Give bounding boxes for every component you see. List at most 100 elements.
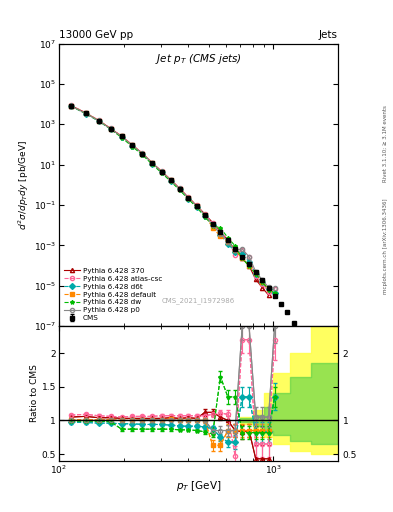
Line: Pythia 6.428 atlas-csc: Pythia 6.428 atlas-csc [69, 103, 277, 293]
Pythia 6.428 p0 [159, 168, 164, 175]
Pythia 6.428 dw [266, 286, 271, 292]
Pythia 6.428 default [226, 239, 230, 245]
Pythia 6.428 p0 [240, 246, 244, 252]
Pythia 6.428 p0 [96, 118, 101, 124]
Pythia 6.428 atlas-csc [202, 211, 207, 218]
Pythia 6.428 d6t [96, 118, 101, 124]
Pythia 6.428 dw [177, 187, 182, 193]
Pythia 6.428 default [177, 185, 182, 191]
Pythia 6.428 370 [186, 195, 191, 201]
Pythia 6.428 370 [240, 255, 244, 261]
Pythia 6.428 d6t [233, 249, 237, 255]
Pythia 6.428 atlas-csc [186, 194, 191, 200]
Pythia 6.428 d6t [119, 134, 124, 140]
Pythia 6.428 default [253, 270, 258, 276]
Pythia 6.428 atlas-csc [226, 237, 230, 243]
Pythia 6.428 dw [130, 143, 135, 150]
Pythia 6.428 atlas-csc [159, 168, 164, 174]
Pythia 6.428 dw [210, 223, 215, 229]
Pythia 6.428 default [96, 118, 101, 124]
Pythia 6.428 default [140, 151, 145, 157]
Pythia 6.428 atlas-csc [108, 125, 113, 131]
Line: Pythia 6.428 default: Pythia 6.428 default [69, 104, 271, 291]
Pythia 6.428 370 [253, 276, 258, 283]
Pythia 6.428 370 [260, 285, 264, 291]
Pythia 6.428 370 [177, 185, 182, 191]
Pythia 6.428 d6t [168, 178, 173, 184]
Pythia 6.428 dw [83, 110, 88, 116]
Pythia 6.428 370 [168, 177, 173, 183]
Pythia 6.428 d6t [140, 151, 145, 157]
Pythia 6.428 default [150, 160, 154, 166]
Pythia 6.428 dw [69, 103, 73, 109]
Pythia 6.428 370 [69, 102, 73, 109]
Pythia 6.428 d6t [83, 111, 88, 117]
Pythia 6.428 370 [150, 160, 154, 166]
Text: Jets: Jets [319, 30, 338, 40]
Pythia 6.428 dw [140, 152, 145, 158]
Line: Pythia 6.428 370: Pythia 6.428 370 [69, 103, 271, 297]
Pythia 6.428 default [186, 195, 191, 201]
X-axis label: $p_T$ [GeV]: $p_T$ [GeV] [176, 479, 221, 493]
Pythia 6.428 d6t [108, 126, 113, 132]
Pythia 6.428 370 [266, 292, 271, 298]
Pythia 6.428 atlas-csc [210, 220, 215, 226]
Pythia 6.428 atlas-csc [266, 288, 271, 294]
Pythia 6.428 370 [140, 151, 145, 157]
Pythia 6.428 atlas-csc [233, 252, 237, 258]
Pythia 6.428 dw [260, 279, 264, 285]
Pythia 6.428 atlas-csc [240, 247, 244, 253]
Pythia 6.428 default [195, 203, 199, 209]
Pythia 6.428 370 [202, 211, 207, 217]
Pythia 6.428 p0 [272, 285, 277, 291]
Pythia 6.428 atlas-csc [272, 286, 277, 292]
Pythia 6.428 atlas-csc [253, 273, 258, 279]
Pythia 6.428 p0 [150, 160, 154, 166]
Pythia 6.428 p0 [186, 195, 191, 201]
Pythia 6.428 370 [218, 229, 223, 235]
Text: Rivet 3.1.10; ≥ 3.1M events: Rivet 3.1.10; ≥ 3.1M events [383, 105, 387, 182]
Y-axis label: Ratio to CMS: Ratio to CMS [30, 365, 39, 422]
Pythia 6.428 default [119, 133, 124, 139]
Y-axis label: $d^2\sigma/dp_Tdy$ [pb/GeV]: $d^2\sigma/dp_Tdy$ [pb/GeV] [17, 140, 31, 230]
Pythia 6.428 default [247, 263, 252, 269]
Pythia 6.428 d6t [159, 169, 164, 175]
Pythia 6.428 dw [168, 178, 173, 184]
Pythia 6.428 d6t [272, 290, 277, 296]
Pythia 6.428 dw [202, 214, 207, 220]
Pythia 6.428 d6t [195, 204, 199, 210]
Pythia 6.428 dw [233, 243, 237, 249]
Pythia 6.428 d6t [218, 232, 223, 238]
Pythia 6.428 atlas-csc [247, 254, 252, 261]
Pythia 6.428 dw [218, 225, 223, 231]
Pythia 6.428 dw [247, 263, 252, 269]
Pythia 6.428 atlas-csc [119, 133, 124, 139]
Pythia 6.428 default [233, 247, 237, 253]
Pythia 6.428 p0 [177, 185, 182, 191]
Pythia 6.428 d6t [177, 186, 182, 193]
Pythia 6.428 dw [119, 135, 124, 141]
Pythia 6.428 d6t [260, 279, 264, 285]
Pythia 6.428 dw [150, 161, 154, 167]
Pythia 6.428 default [108, 125, 113, 132]
Pythia 6.428 default [83, 110, 88, 116]
Text: mcplots.cern.ch [arXiv:1306.3436]: mcplots.cern.ch [arXiv:1306.3436] [383, 198, 387, 293]
Pythia 6.428 atlas-csc [260, 281, 264, 287]
Pythia 6.428 370 [119, 133, 124, 139]
Pythia 6.428 370 [210, 220, 215, 226]
Pythia 6.428 p0 [226, 239, 230, 245]
Pythia 6.428 d6t [253, 271, 258, 277]
Pythia 6.428 atlas-csc [140, 150, 145, 156]
Text: CMS_2021_I1972986: CMS_2021_I1972986 [162, 297, 235, 304]
Pythia 6.428 default [240, 255, 244, 261]
Pythia 6.428 atlas-csc [177, 185, 182, 191]
Pythia 6.428 p0 [260, 276, 264, 283]
Pythia 6.428 default [260, 279, 264, 285]
Pythia 6.428 p0 [266, 284, 271, 290]
Pythia 6.428 d6t [202, 213, 207, 219]
Pythia 6.428 p0 [202, 212, 207, 218]
Line: Pythia 6.428 d6t: Pythia 6.428 d6t [69, 104, 277, 295]
Pythia 6.428 370 [247, 263, 252, 269]
Pythia 6.428 370 [226, 237, 230, 243]
Pythia 6.428 atlas-csc [168, 177, 173, 183]
